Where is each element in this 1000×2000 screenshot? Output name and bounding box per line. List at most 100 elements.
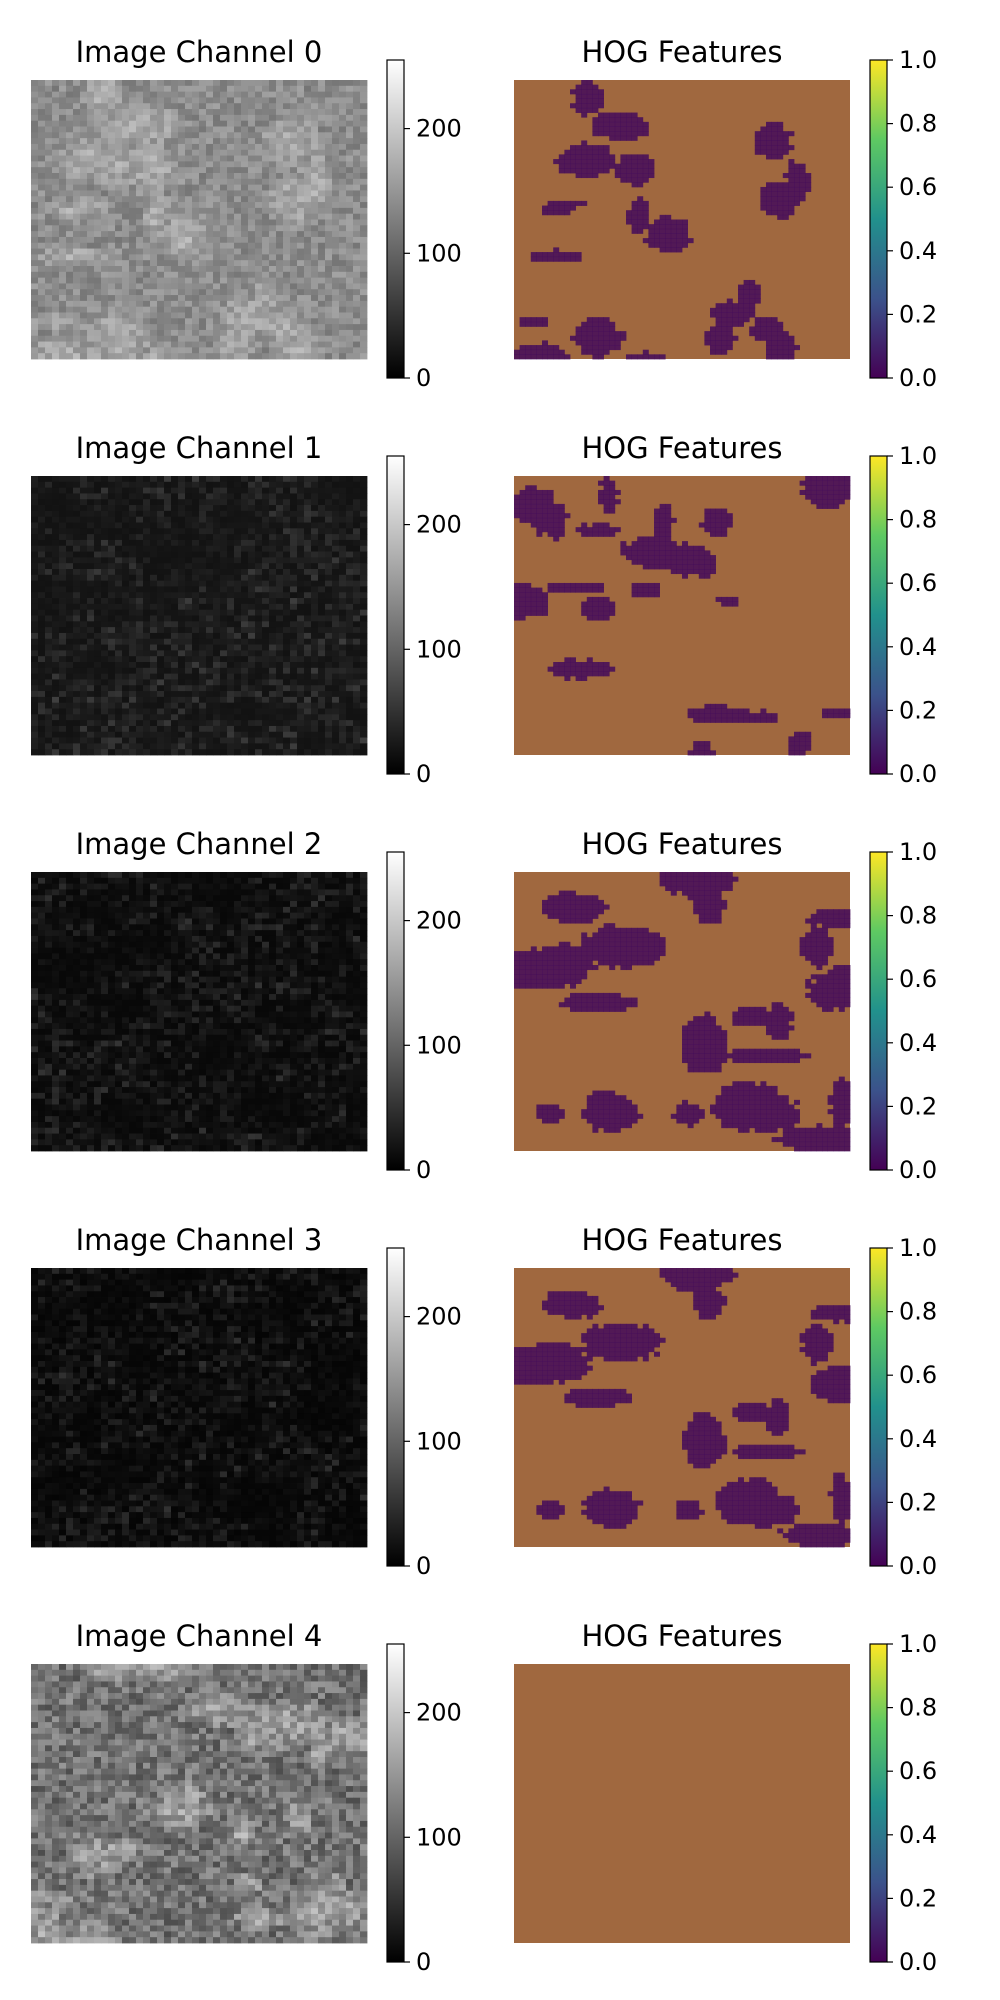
- colorbar-gradient: [386, 851, 405, 1171]
- viridis-colorbar: 0.0 0.2 0.4 0.6 0.8 1.0: [869, 1234, 937, 1580]
- hog-features-panel: HOG Features 0.0 0.2 0.4 0.6 0.8 1.0: [514, 35, 937, 392]
- row-2: Image Channel 2 0 100 200 HOG Features 0.0 0.2…: [31, 827, 937, 1184]
- panel-title: HOG Features: [581, 431, 782, 465]
- colorbar-tick-label: 0: [416, 1156, 431, 1184]
- colorbar-tick-label: 100: [416, 1031, 462, 1059]
- panel-title: HOG Features: [581, 35, 782, 69]
- colorbar-tick-label: 0: [416, 760, 431, 788]
- colorbar-tick-label: 1.0: [899, 1234, 937, 1262]
- colorbar-tick-label: 1.0: [899, 1630, 937, 1658]
- colorbar-gradient: [869, 1643, 888, 1963]
- colorbar-tick-label: 0.0: [899, 760, 937, 788]
- colorbar-tick-label: 200: [416, 1303, 462, 1331]
- colorbar-gradient: [386, 1643, 405, 1963]
- colorbar-tick-label: 100: [416, 1823, 462, 1851]
- hog-features-panel: HOG Features 0.0 0.2 0.4 0.6 0.8 1.0: [514, 1619, 937, 1976]
- viridis-colorbar: 0.0 0.2 0.4 0.6 0.8 1.0: [869, 46, 937, 392]
- gray-colorbar: 0 100 200: [386, 59, 462, 392]
- gray-colorbar: 0 100 200: [386, 455, 462, 788]
- colorbar-tick-label: 0.8: [899, 110, 937, 138]
- colorbar-tick-label: 0: [416, 364, 431, 392]
- colorbar-tick-label: 0.4: [899, 1029, 937, 1057]
- colorbar-tick-label: 0.2: [899, 1092, 937, 1120]
- colorbar-tick-label: 0.2: [899, 1884, 937, 1912]
- hog-image: [514, 80, 850, 360]
- colorbar-tick-label: 0.0: [899, 364, 937, 392]
- panel-title: HOG Features: [581, 1223, 782, 1257]
- colorbar-tick-label: 0.0: [899, 1552, 937, 1580]
- colorbar-tick-label: 0.6: [899, 1361, 937, 1389]
- hog-image: [514, 1664, 850, 1943]
- panel-title: Image Channel 3: [76, 1223, 323, 1257]
- viridis-colorbar: 0.0 0.2 0.4 0.6 0.8 1.0: [869, 442, 937, 788]
- gray-colorbar: 0 100 200: [386, 1643, 462, 1976]
- panel-title: Image Channel 1: [76, 431, 323, 465]
- colorbar-tick-label: 0.0: [899, 1948, 937, 1976]
- panel-title: Image Channel 2: [76, 827, 323, 861]
- colorbar-tick-label: 100: [416, 635, 462, 663]
- colorbar-gradient: [869, 851, 888, 1171]
- colorbar-gradient: [386, 1247, 405, 1567]
- colorbar-tick-label: 0.4: [899, 633, 937, 661]
- image-channel-panel: Image Channel 1 0 100 200: [31, 431, 462, 788]
- colorbar-tick-label: 1.0: [899, 442, 937, 470]
- colorbar-tick-label: 1.0: [899, 838, 937, 866]
- viridis-colorbar: 0.0 0.2 0.4 0.6 0.8 1.0: [869, 838, 937, 1184]
- panel-title: HOG Features: [581, 1619, 782, 1653]
- hog-features-panel: HOG Features 0.0 0.2 0.4 0.6 0.8 1.0: [514, 1223, 937, 1580]
- row-3: Image Channel 3 0 100 200 HOG Features 0.0 0.2…: [31, 1223, 937, 1580]
- colorbar-tick-label: 0.2: [899, 696, 937, 724]
- hog-features-panel: HOG Features 0.0 0.2 0.4 0.6 0.8 1.0: [514, 827, 937, 1184]
- colorbar-tick-label: 100: [416, 239, 462, 267]
- channel-image: [31, 1268, 368, 1548]
- row-4: Image Channel 4 0 100 200 HOG Features 0.0 0.2…: [31, 1619, 937, 1976]
- hog-image: [514, 872, 851, 1152]
- colorbar-tick-label: 0.6: [899, 569, 937, 597]
- colorbar-tick-label: 0.0: [899, 1156, 937, 1184]
- image-channel-panel: Image Channel 3 0 100 200: [31, 1223, 462, 1580]
- channel-image: [31, 80, 368, 360]
- colorbar-tick-label: 200: [416, 907, 462, 935]
- colorbar-tick-label: 0.4: [899, 1821, 937, 1849]
- colorbar-tick-label: 0: [416, 1552, 431, 1580]
- viridis-colorbar: 0.0 0.2 0.4 0.6 0.8 1.0: [869, 1630, 937, 1976]
- channel-image: [31, 476, 368, 756]
- gray-colorbar: 0 100 200: [386, 851, 462, 1184]
- panel-title: Image Channel 4: [76, 1619, 323, 1653]
- colorbar-gradient: [869, 59, 888, 379]
- row-0: Image Channel 0 0 100 200 HOG Features 0.0 0.2…: [31, 35, 937, 392]
- colorbar-gradient: [386, 59, 405, 379]
- colorbar-gradient: [869, 455, 888, 775]
- channel-image: [31, 872, 368, 1152]
- colorbar-tick-label: 0.6: [899, 173, 937, 201]
- colorbar-tick-label: 0.4: [899, 237, 937, 265]
- image-channel-panel: Image Channel 2 0 100 200: [31, 827, 462, 1184]
- row-1: Image Channel 1 0 100 200 HOG Features 0.0 0.2…: [31, 431, 937, 788]
- hog-image: [514, 476, 851, 756]
- colorbar-tick-label: 1.0: [899, 46, 937, 74]
- gray-colorbar: 0 100 200: [386, 1247, 462, 1580]
- colorbar-tick-label: 200: [416, 511, 462, 539]
- colorbar-tick-label: 0: [416, 1948, 431, 1976]
- hog-image: [514, 1268, 851, 1548]
- image-channel-panel: Image Channel 0 0 100 200: [31, 35, 462, 392]
- colorbar-tick-label: 0.8: [899, 506, 937, 534]
- colorbar-tick-label: 0.8: [899, 1298, 937, 1326]
- channel-image: [31, 1664, 368, 1944]
- colorbar-tick-label: 0.4: [899, 1425, 937, 1453]
- hog-features-panel: HOG Features 0.0 0.2 0.4 0.6 0.8 1.0: [514, 431, 937, 788]
- colorbar-tick-label: 0.2: [899, 1488, 937, 1516]
- colorbar-tick-label: 0.8: [899, 902, 937, 930]
- colorbar-tick-label: 0.8: [899, 1694, 937, 1722]
- colorbar-tick-label: 200: [416, 115, 462, 143]
- colorbar-tick-label: 0.6: [899, 1757, 937, 1785]
- colorbar-gradient: [869, 1247, 888, 1567]
- colorbar-tick-label: 100: [416, 1427, 462, 1455]
- panel-title: HOG Features: [581, 827, 782, 861]
- colorbar-gradient: [386, 455, 405, 775]
- colorbar-tick-label: 0.6: [899, 965, 937, 993]
- colorbar-tick-label: 0.2: [899, 300, 937, 328]
- image-channel-panel: Image Channel 4 0 100 200: [31, 1619, 462, 1976]
- colorbar-tick-label: 200: [416, 1699, 462, 1727]
